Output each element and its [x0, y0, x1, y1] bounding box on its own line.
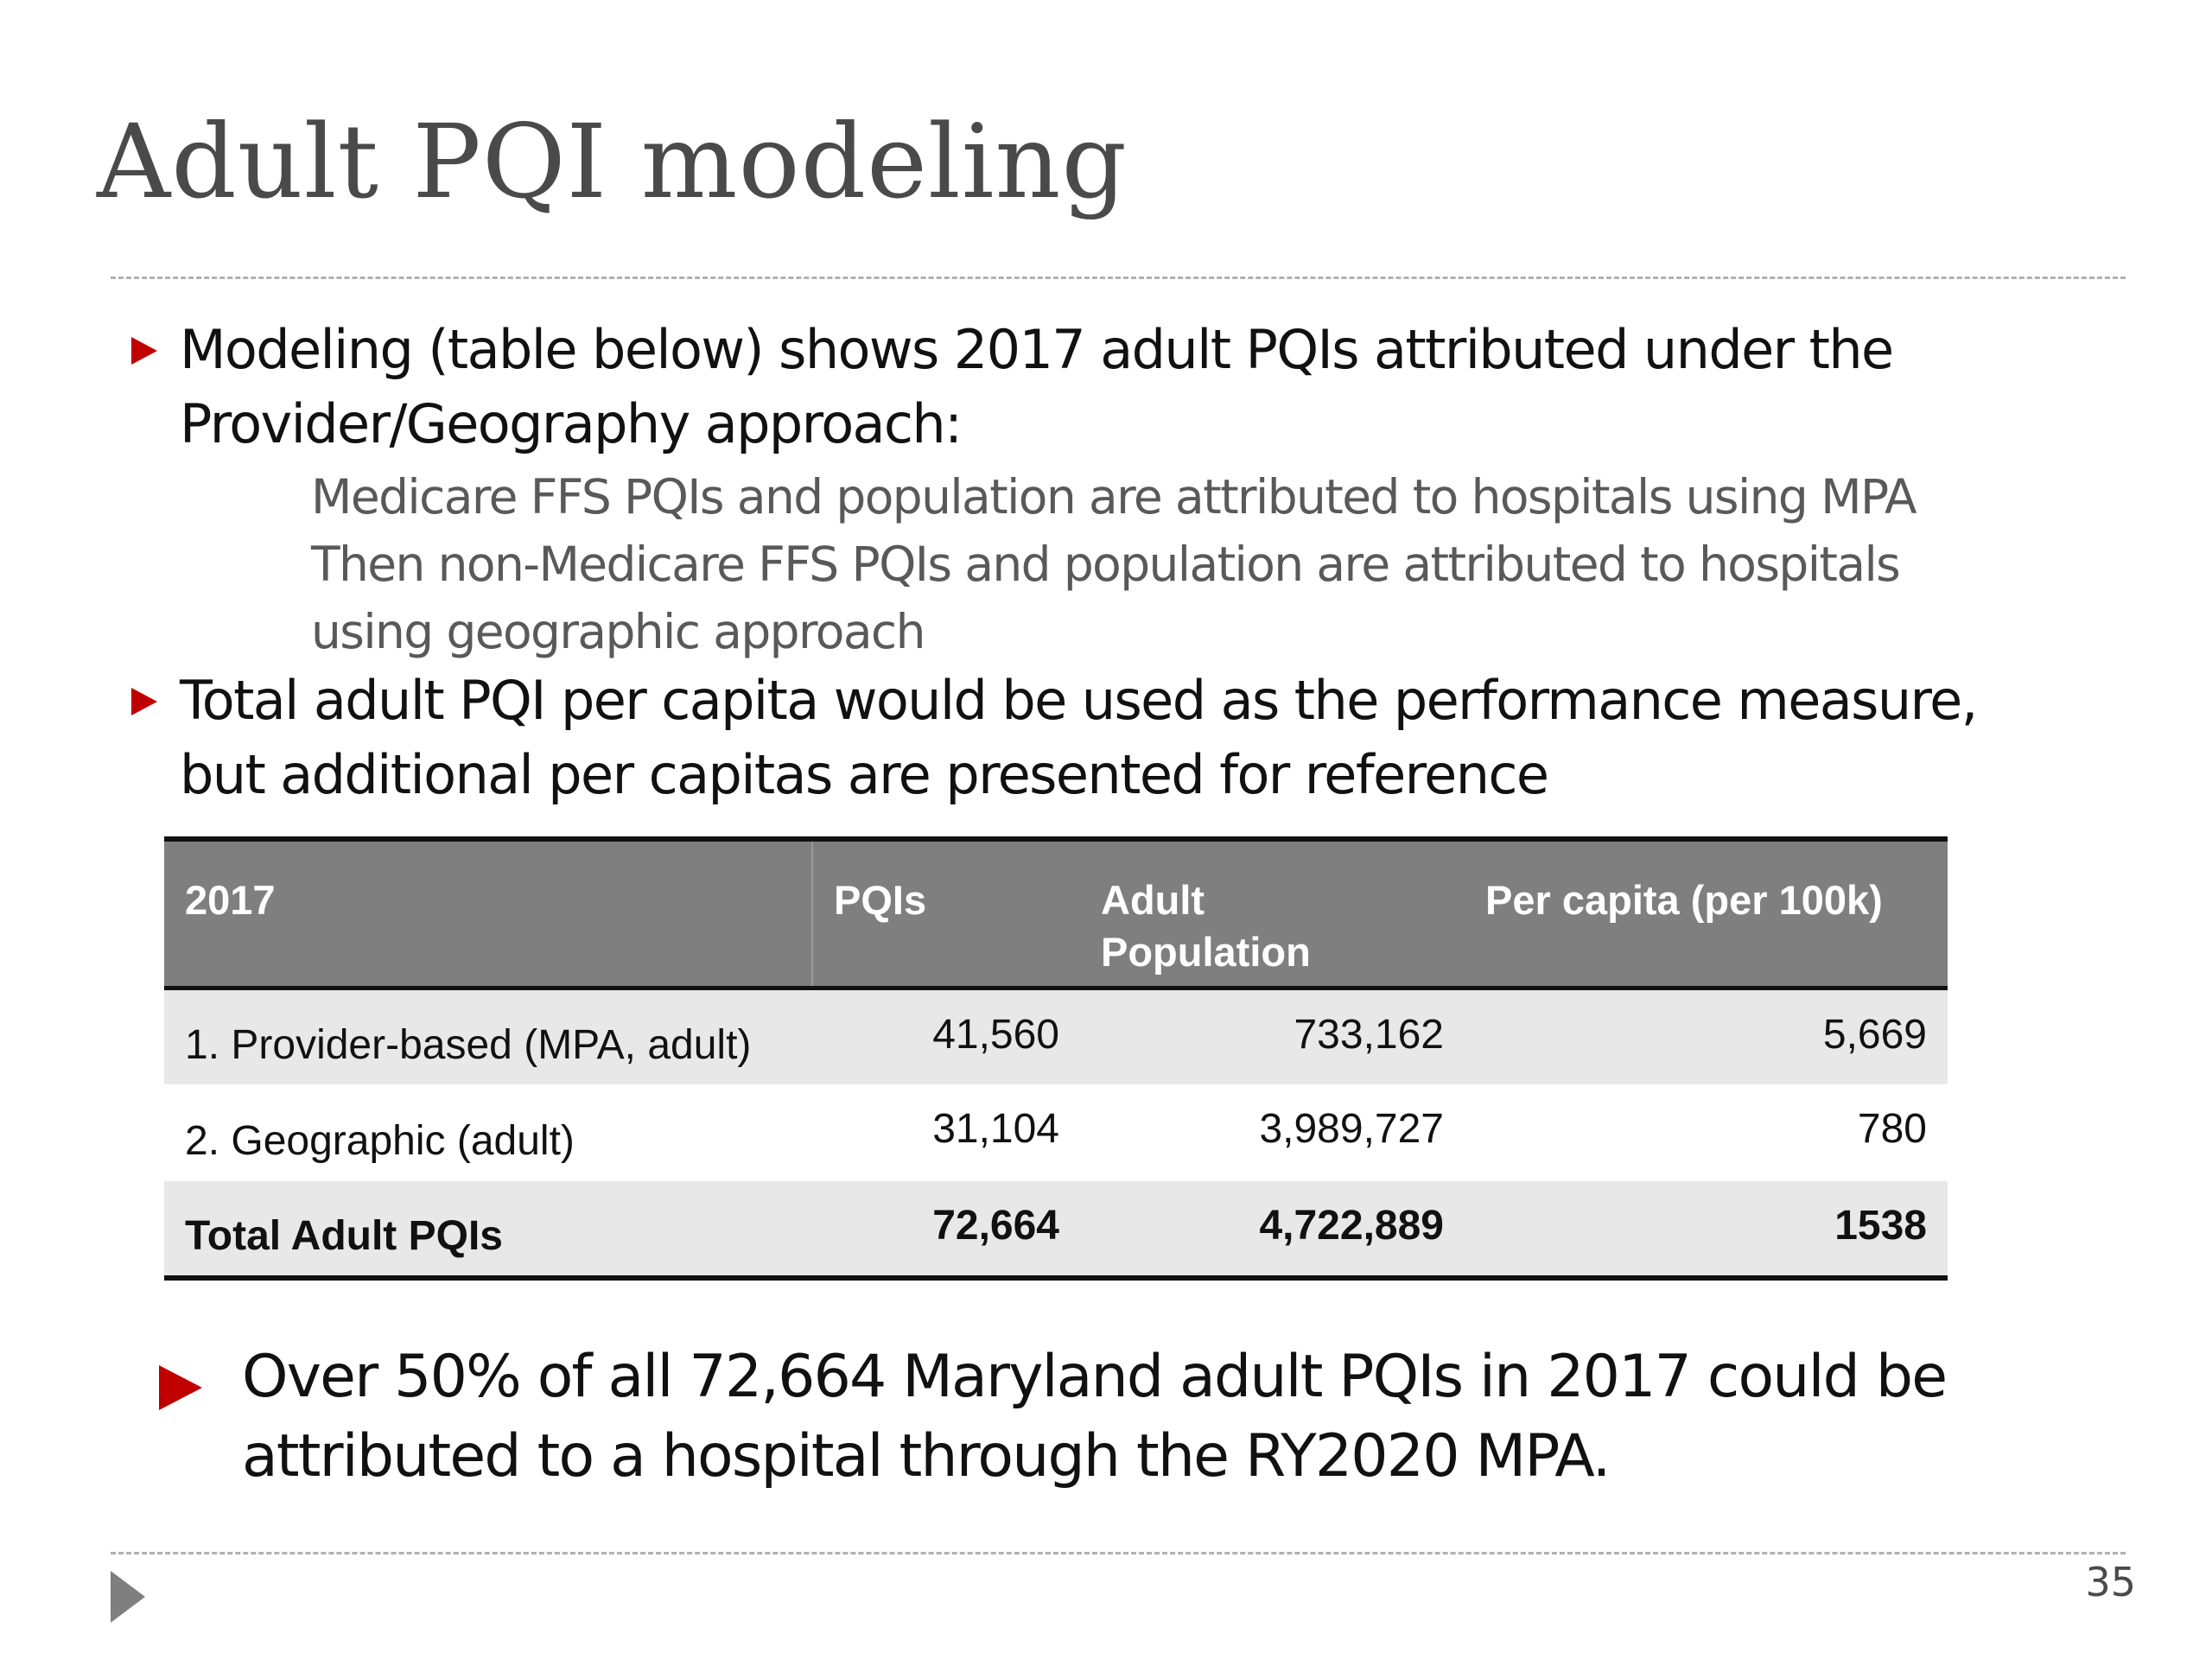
- bullet-line: but additional per capitas are presented…: [180, 743, 1549, 806]
- row-label: Total Adult PQIs: [185, 1213, 503, 1259]
- callout-line: Over 50% of all 72,664 Maryland adult PQ…: [242, 1343, 1948, 1411]
- sub-bullet-text: Then non-Medicare FFS PQIs and populatio…: [311, 531, 1901, 665]
- bullet-line: Modeling (table below) shows 2017 adult …: [180, 318, 1894, 381]
- sub-bullet-line: using geographic approach: [311, 604, 925, 659]
- cell-pqis: 41,560: [932, 1011, 1059, 1058]
- footer-divider: [111, 1552, 2126, 1554]
- callout-text: Over 50% of all 72,664 Maryland adult PQ…: [242, 1338, 1948, 1497]
- header-year: 2017: [164, 839, 813, 988]
- table-total-row: Total Adult PQIs 72,664 4,722,889 1538: [164, 1181, 1948, 1278]
- table-header-row: 2017 PQIs Adult Population Per capita (p…: [164, 839, 1948, 988]
- cell-pqis: 72,664: [932, 1203, 1059, 1249]
- slide-title: Adult PQI modeling: [97, 102, 1128, 221]
- red-triangle-bullet-icon: [131, 688, 157, 715]
- pqi-table: 2017 PQIs Adult Population Per capita (p…: [164, 836, 1948, 1281]
- red-triangle-bullet-icon: [159, 1365, 202, 1410]
- page-number: 35: [2085, 1559, 2136, 1605]
- sub-bullet-text: Medicare FFS PQIs and population are att…: [311, 463, 1917, 531]
- cell-per-capita: 1538: [1834, 1203, 1927, 1249]
- table-row: 1. Provider-based (MPA, adult) 41,560 73…: [164, 988, 1948, 1084]
- sub-bullet-line: Then non-Medicare FFS PQIs and populatio…: [311, 537, 1901, 592]
- callout-line: attributed to a hospital through the RY2…: [242, 1422, 1611, 1491]
- header-per-capita: Per capita (per 100k): [1485, 877, 1883, 923]
- cell-population: 4,722,889: [1259, 1203, 1444, 1249]
- sub-bullet-line: Medicare FFS PQIs and population are att…: [311, 469, 1917, 524]
- red-triangle-bullet-icon: [131, 337, 157, 365]
- cell-population: 3,989,727: [1259, 1106, 1444, 1152]
- row-label: 2. Geographic (adult): [185, 1117, 575, 1164]
- cell-population: 733,162: [1294, 1011, 1444, 1058]
- header-adult-population: Adult Population: [1080, 839, 1465, 988]
- bullet-text: Total adult PQI per capita would be used…: [180, 664, 1978, 812]
- title-divider: [111, 276, 2126, 279]
- cell-per-capita: 5,669: [1822, 1011, 1927, 1058]
- cell-per-capita: 780: [1857, 1106, 1927, 1152]
- header-line: Population: [1101, 929, 1311, 975]
- row-label: 1. Provider-based (MPA, adult): [185, 1021, 752, 1068]
- table-row: 2. Geographic (adult) 31,104 3,989,727 7…: [164, 1084, 1948, 1181]
- bullet-text: Modeling (table below) shows 2017 adult …: [180, 313, 1894, 461]
- header-pqis: PQIs: [834, 877, 927, 923]
- bullet-line: Total adult PQI per capita would be used…: [180, 669, 1978, 732]
- cell-pqis: 31,104: [932, 1106, 1059, 1152]
- bullet-line: Provider/Geography approach:: [180, 392, 963, 455]
- next-slide-arrow-icon[interactable]: [111, 1571, 145, 1623]
- header-line: Adult: [1101, 877, 1205, 923]
